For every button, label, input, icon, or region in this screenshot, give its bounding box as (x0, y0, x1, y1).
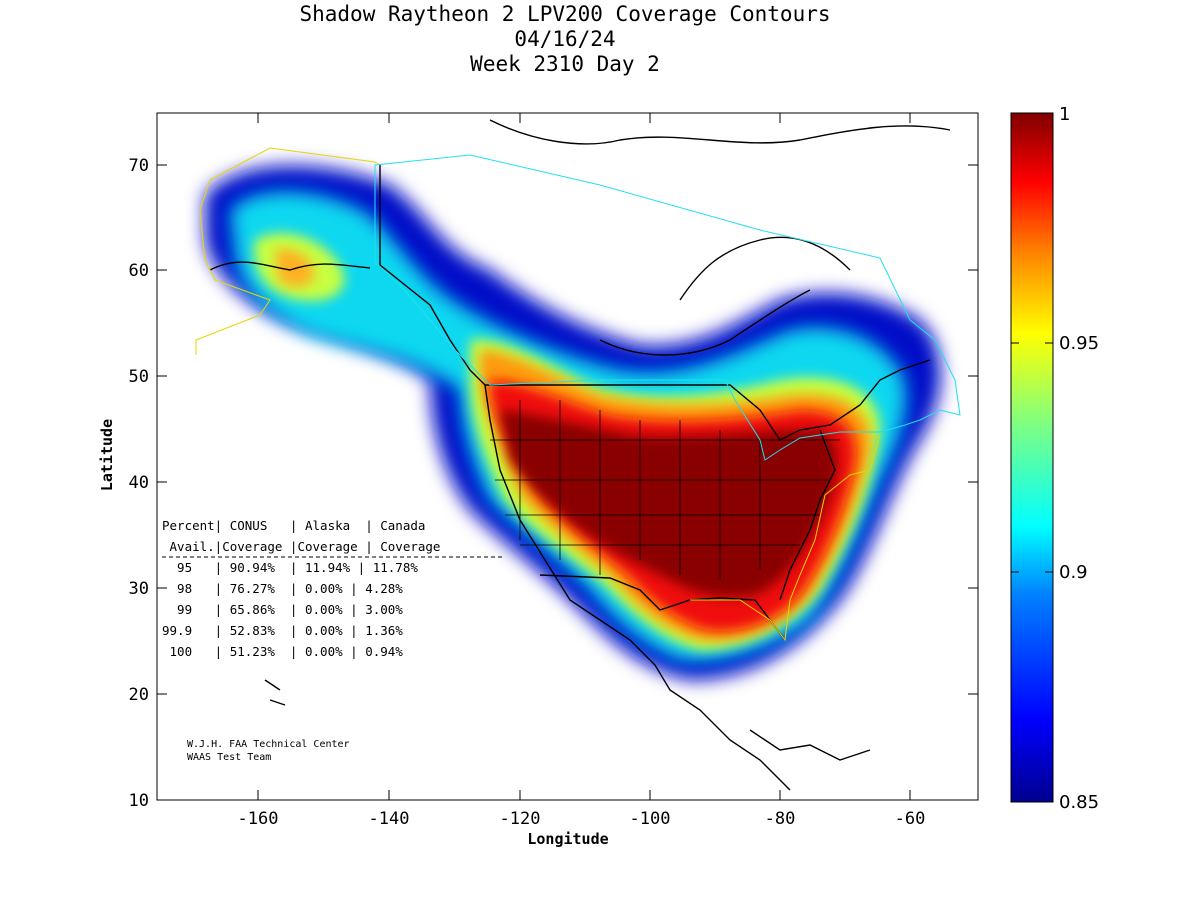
coastlines (209, 119, 951, 791)
x-axis-label: Longitude (527, 830, 608, 848)
y-tick-label: 70 (129, 156, 149, 176)
table-header-2: Avail.|Coverage |Coverage | Coverage (162, 539, 440, 554)
table-row: 95 | 90.94% | 11.94% | 11.78% (162, 560, 418, 575)
table-row: 100 | 51.23% | 0.00% | 0.94% (162, 644, 403, 659)
y-tick-label: 40 (129, 473, 149, 493)
y-tick-label: 10 (129, 791, 149, 811)
colorbar-ticks (1011, 342, 1053, 573)
table-row: 98 | 76.27% | 0.00% | 4.28% (162, 581, 403, 596)
x-tick-label: -60 (895, 809, 926, 829)
service-volume-outlines (195, 147, 961, 642)
table-row: 99.9 | 52.83% | 0.00% | 1.36% (162, 623, 403, 638)
y-tick-label: 60 (129, 261, 149, 281)
y-tick-label: 50 (129, 367, 149, 387)
chart-week: Week 2310 Day 2 (470, 52, 660, 76)
colorbar-label: 0.95 (1059, 333, 1099, 354)
colorbar-label: 0.9 (1059, 562, 1088, 583)
state-borders (490, 400, 840, 580)
credit-line-2: WAAS Test Team (187, 752, 271, 763)
colorbar-label: 0.85 (1059, 792, 1099, 813)
x-tick-label: -120 (500, 809, 541, 829)
table-header-1: Percent| CONUS | Alaska | Canada (162, 518, 425, 533)
credit-line-1: W.J.H. FAA Technical Center (187, 739, 350, 750)
colorbar-label: 1 (1059, 104, 1070, 125)
y-tick-label: 20 (129, 685, 149, 705)
coverage-field (205, 165, 941, 681)
colorbar (1010, 112, 1054, 803)
axis-ticks (157, 113, 978, 800)
coverage-table: Percent| CONUS | Alaska | Canada Avail.|… (162, 518, 505, 659)
x-tick-label: -100 (630, 809, 671, 829)
x-tick-label: -80 (765, 809, 796, 829)
chart-title: Shadow Raytheon 2 LPV200 Coverage Contou… (299, 2, 831, 26)
chart-date: 04/16/24 (514, 27, 616, 51)
y-axis-label: Latitude (98, 419, 116, 491)
x-tick-label: -160 (238, 809, 279, 829)
x-tick-label: -140 (369, 809, 410, 829)
table-row: 99 | 65.86% | 0.00% | 3.00% (162, 602, 403, 617)
y-tick-label: 30 (129, 579, 149, 599)
